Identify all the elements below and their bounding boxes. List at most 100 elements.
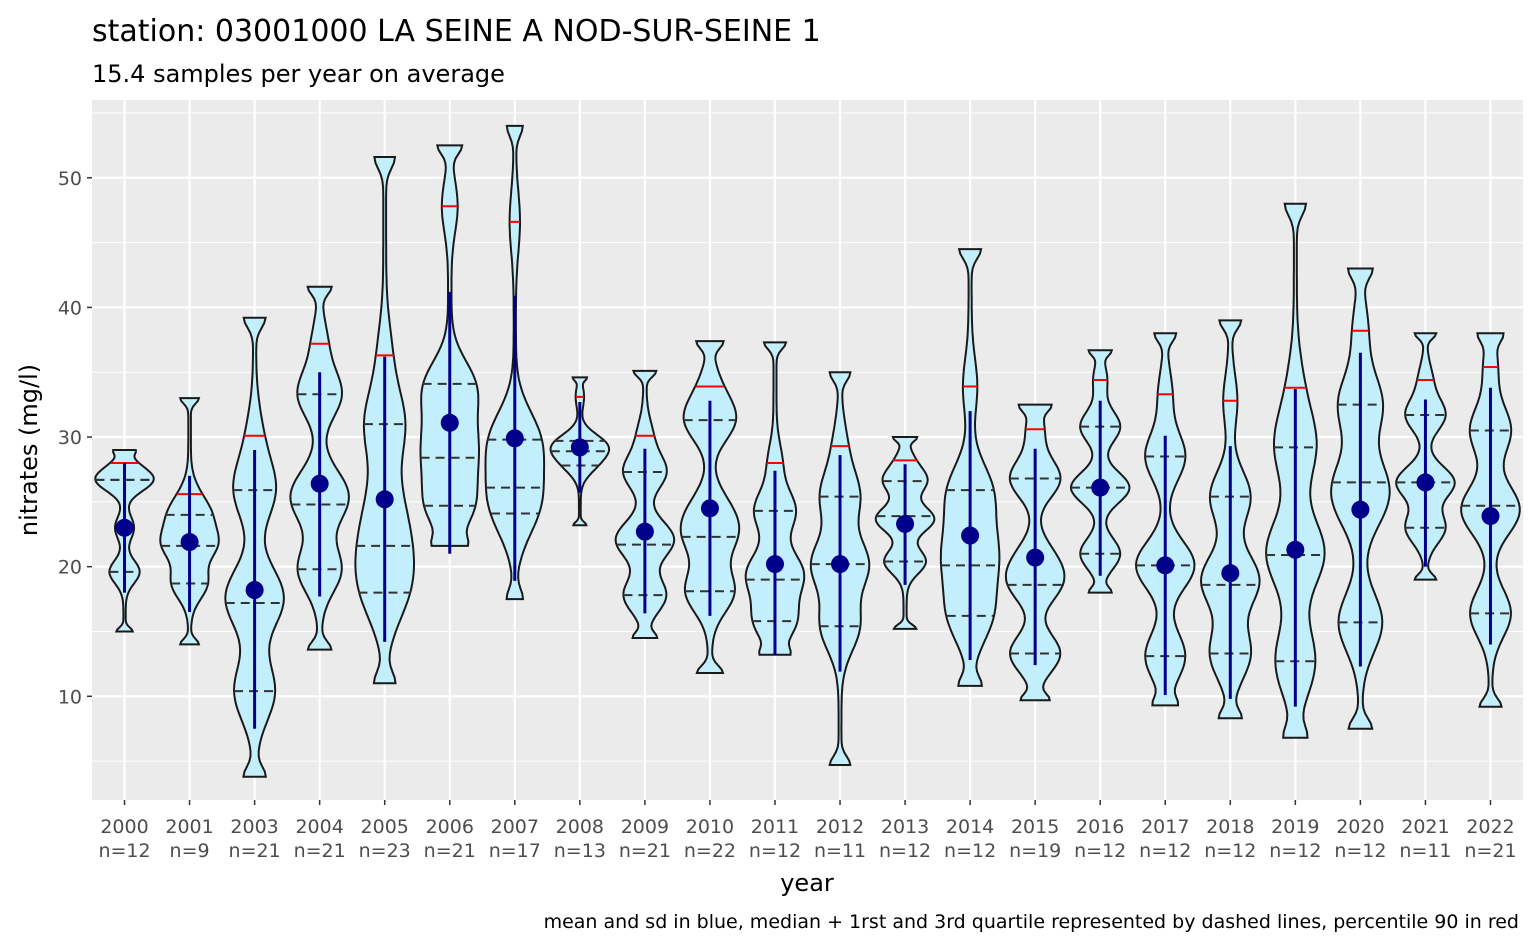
mean-point	[1351, 500, 1370, 519]
violin-2006	[419, 144, 480, 554]
chart-title: station: 03001000 LA SEINE A NOD-SUR-SEI…	[92, 14, 821, 49]
mean-point	[375, 490, 394, 509]
mean-point	[440, 413, 459, 432]
x-tick-year: 2001	[165, 816, 213, 838]
x-tick-year: 2013	[881, 816, 929, 838]
x-tick-count: n=21	[229, 840, 281, 862]
mean-point	[896, 514, 915, 533]
violin-2012	[809, 371, 871, 766]
x-tick-count: n=12	[98, 840, 150, 862]
x-tick-year: 2022	[1466, 816, 1514, 838]
y-tick-label: 40	[58, 297, 82, 319]
x-tick-year: 2017	[1141, 816, 1189, 838]
mean-point	[1156, 556, 1175, 575]
x-tick-count: n=21	[619, 840, 671, 862]
violin-2001	[159, 397, 220, 646]
x-tick-year: 2011	[751, 816, 799, 838]
mean-point	[310, 474, 329, 493]
x-tick-count: n=11	[814, 840, 866, 862]
x-tick-count: n=9	[170, 840, 210, 862]
mean-point	[1221, 564, 1240, 583]
x-tick-count: n=12	[1139, 840, 1191, 862]
x-tick-count: n=12	[879, 840, 931, 862]
violin-2019	[1265, 202, 1326, 739]
x-tick-year: 2007	[491, 816, 539, 838]
mean-point	[1026, 548, 1045, 567]
mean-point	[831, 555, 850, 574]
x-tick-year: 2018	[1206, 816, 1254, 838]
x-tick-year: 2000	[100, 816, 148, 838]
mean-point	[115, 518, 134, 537]
mean-point	[765, 555, 784, 574]
x-tick-year: 2003	[230, 816, 278, 838]
mean-point	[700, 499, 719, 518]
violin-2005	[354, 156, 415, 685]
x-tick-count: n=12	[749, 840, 801, 862]
mean-point	[570, 438, 589, 457]
mean-point	[635, 522, 654, 541]
violin-2010	[679, 340, 741, 674]
x-tick-count: n=12	[1204, 840, 1256, 862]
x-tick-year: 2005	[361, 816, 409, 838]
violin-2009	[614, 369, 676, 639]
x-tick-year: 2015	[1011, 816, 1059, 838]
x-tick-year: 2004	[295, 816, 343, 838]
mean-point	[961, 526, 980, 545]
violin-2014	[939, 248, 1001, 687]
x-tick-year: 2006	[426, 816, 474, 838]
mean-point	[1091, 478, 1110, 497]
mean-point	[180, 533, 199, 552]
x-axis-title: year	[780, 869, 834, 897]
violin-2004	[289, 285, 350, 651]
x-tick-count: n=21	[1464, 840, 1516, 862]
x-tick-year: 2012	[816, 816, 864, 838]
violin-2021	[1395, 332, 1456, 581]
x-tick-count: n=23	[359, 840, 411, 862]
x-tick-year: 2014	[946, 816, 994, 838]
y-tick-label: 30	[58, 427, 82, 449]
x-tick-count: n=22	[684, 840, 736, 862]
x-tick-count: n=12	[1269, 840, 1321, 862]
mean-point	[505, 429, 524, 448]
mean-point	[1416, 473, 1435, 492]
violin-2011	[744, 341, 806, 656]
mean-point	[245, 581, 264, 599]
violin-2007	[484, 124, 546, 601]
x-tick-count: n=12	[1074, 840, 1126, 862]
y-tick-label: 50	[58, 168, 82, 190]
violin-2020	[1330, 267, 1391, 730]
x-tick-count: n=21	[294, 840, 346, 862]
x-tick-count: n=11	[1399, 840, 1451, 862]
violin-2008	[549, 376, 611, 527]
x-tick-count: n=19	[1009, 840, 1061, 862]
y-axis-title: nitrates (mg/l)	[15, 364, 43, 536]
y-tick-label: 20	[58, 557, 82, 579]
x-tick-count: n=12	[944, 840, 996, 862]
y-tick-label: 10	[58, 686, 82, 708]
x-tick-count: n=12	[1334, 840, 1386, 862]
x-tick-year: 2020	[1336, 816, 1384, 838]
x-tick-year: 2010	[686, 816, 734, 838]
y-axis-ticks: 10 20 30 40 50	[58, 168, 92, 708]
x-tick-year: 2008	[556, 816, 604, 838]
mean-point	[1481, 507, 1500, 526]
violin-2013	[874, 436, 936, 630]
violin-2015	[1004, 403, 1066, 702]
violin-2000	[94, 449, 155, 633]
violin-2017	[1134, 332, 1196, 707]
violin-2018	[1199, 319, 1261, 720]
x-tick-year: 2009	[621, 816, 669, 838]
violin-2016	[1069, 349, 1131, 594]
x-axis-ticks: 2000n=122001n=92003n=212004n=212005n=232…	[98, 800, 1517, 862]
x-tick-year: 2021	[1401, 816, 1449, 838]
x-tick-year: 2019	[1271, 816, 1319, 838]
violins	[94, 124, 1521, 778]
x-tick-count: n=13	[554, 840, 606, 862]
x-tick-count: n=21	[424, 840, 476, 862]
x-tick-count: n=17	[489, 840, 541, 862]
violin-2003	[224, 316, 285, 778]
x-tick-year: 2016	[1076, 816, 1124, 838]
chart-caption: mean and sd in blue, median + 1rst and 3…	[544, 911, 1519, 933]
violin-2022	[1460, 332, 1521, 708]
